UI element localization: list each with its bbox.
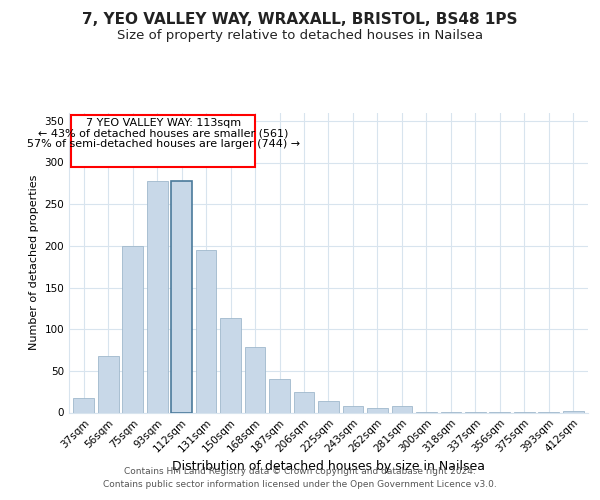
Text: Contains HM Land Registry data © Crown copyright and database right 2024.: Contains HM Land Registry data © Crown c… [124, 467, 476, 476]
Bar [245, 346, 265, 412]
Bar [293, 392, 314, 412]
Bar [122, 246, 143, 412]
Bar [367, 408, 388, 412]
Text: 57% of semi-detached houses are larger (744) →: 57% of semi-detached houses are larger (… [26, 139, 300, 149]
Text: 7, YEO VALLEY WAY, WRAXALL, BRISTOL, BS48 1PS: 7, YEO VALLEY WAY, WRAXALL, BRISTOL, BS4… [82, 12, 518, 28]
Bar [269, 379, 290, 412]
Bar [73, 398, 94, 412]
Bar [171, 181, 192, 412]
Bar [71, 115, 255, 166]
Text: Size of property relative to detached houses in Nailsea: Size of property relative to detached ho… [117, 29, 483, 42]
Bar [343, 406, 364, 412]
Text: ← 43% of detached houses are smaller (561): ← 43% of detached houses are smaller (56… [38, 128, 289, 138]
Bar [98, 356, 119, 412]
X-axis label: Distribution of detached houses by size in Nailsea: Distribution of detached houses by size … [172, 460, 485, 473]
Text: 7 YEO VALLEY WAY: 113sqm: 7 YEO VALLEY WAY: 113sqm [86, 118, 241, 128]
Text: Contains public sector information licensed under the Open Government Licence v3: Contains public sector information licen… [103, 480, 497, 489]
Bar [318, 401, 339, 412]
Y-axis label: Number of detached properties: Number of detached properties [29, 175, 39, 350]
Bar [392, 406, 412, 412]
Bar [196, 250, 217, 412]
Bar [220, 318, 241, 412]
Bar [563, 411, 584, 412]
Bar [147, 181, 167, 412]
